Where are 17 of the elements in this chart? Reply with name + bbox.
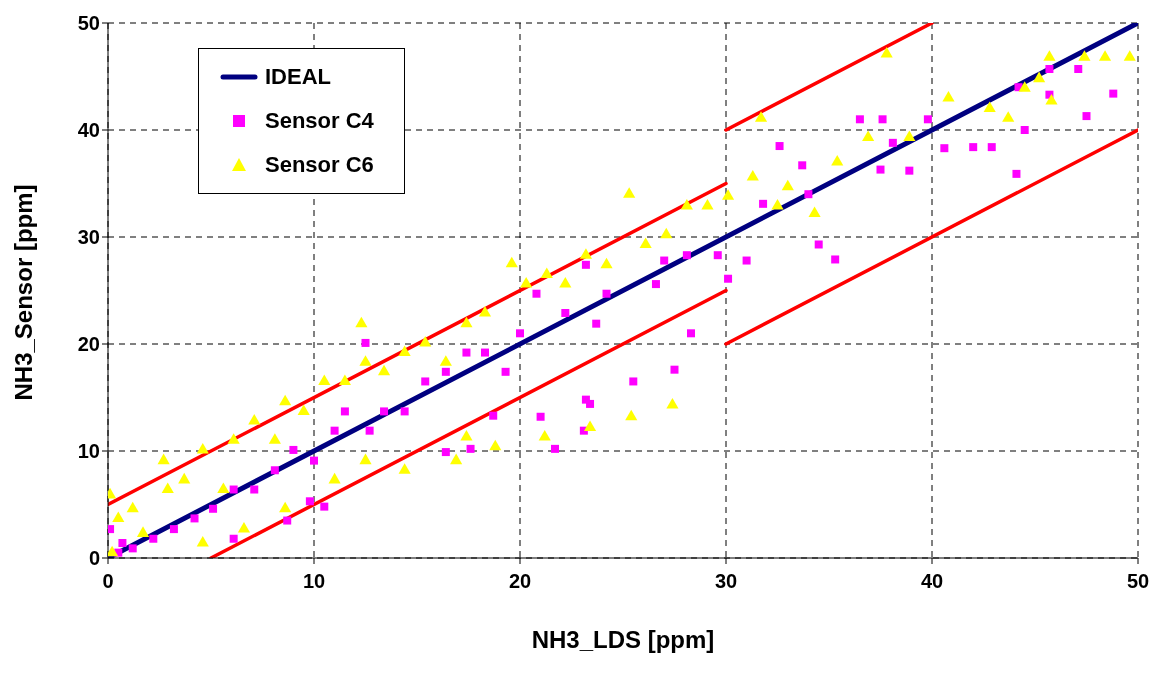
y-tick-label: 40 bbox=[77, 119, 100, 142]
x-tick-label: 20 bbox=[508, 570, 532, 593]
x-axis-title: NH3_LDS [ppm] bbox=[531, 626, 715, 653]
legend-label: IDEAL bbox=[265, 64, 331, 90]
y-tick-label: 30 bbox=[77, 226, 100, 249]
x-tick-label: 40 bbox=[920, 570, 944, 593]
legend-label: Sensor C6 bbox=[265, 152, 374, 178]
y-tick-label: 10 bbox=[77, 440, 100, 463]
x-tick-label: 0 bbox=[102, 570, 114, 593]
legend-label: Sensor C4 bbox=[265, 108, 374, 134]
y-tick-label: 50 bbox=[77, 12, 100, 35]
y-tick-label: 20 bbox=[77, 333, 100, 356]
y-tick-label: 0 bbox=[88, 547, 100, 570]
x-tick-label: 50 bbox=[1126, 570, 1150, 593]
y-axis-title: NH3_Sensor [ppm] bbox=[9, 184, 37, 401]
x-tick-label: 30 bbox=[714, 570, 738, 593]
x-tick-label: 10 bbox=[302, 570, 326, 593]
